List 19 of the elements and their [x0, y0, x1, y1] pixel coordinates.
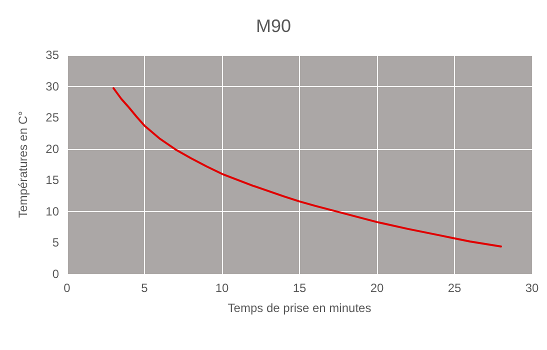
x-tick-label: 0: [64, 281, 71, 295]
y-tick-label: 35: [46, 48, 60, 62]
y-tick-label: 25: [46, 110, 60, 125]
line-series: [112, 87, 502, 248]
x-tick-label: 15: [292, 281, 306, 295]
chart-title: M90: [256, 16, 292, 36]
x-tick-label: 5: [141, 281, 148, 295]
y-tick-label: 5: [52, 236, 60, 250]
x-tick-label: 30: [525, 281, 539, 295]
x-axis-title: Temps de prise en minutes: [228, 301, 372, 315]
x-tick-label: 20: [370, 281, 384, 295]
y-axis-title: Températures en C°: [16, 110, 30, 218]
x-tick-label: 10: [215, 281, 229, 295]
y-tick-label: 30: [46, 79, 60, 94]
y-tick-label: 15: [46, 173, 60, 188]
y-tick-label: 20: [46, 142, 60, 156]
y-tick-label: 0: [52, 267, 60, 281]
x-tick-label: 25: [448, 281, 462, 295]
y-tick-label: 10: [46, 204, 60, 218]
